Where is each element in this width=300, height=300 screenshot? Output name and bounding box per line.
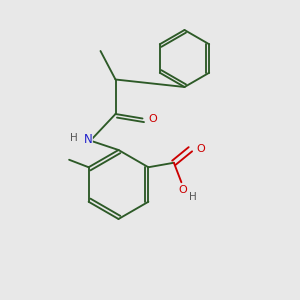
Text: O: O: [178, 185, 187, 195]
Text: O: O: [196, 144, 205, 154]
Text: H: H: [189, 192, 196, 202]
Text: N: N: [83, 133, 92, 146]
Text: O: O: [148, 113, 157, 124]
Text: H: H: [70, 133, 78, 143]
